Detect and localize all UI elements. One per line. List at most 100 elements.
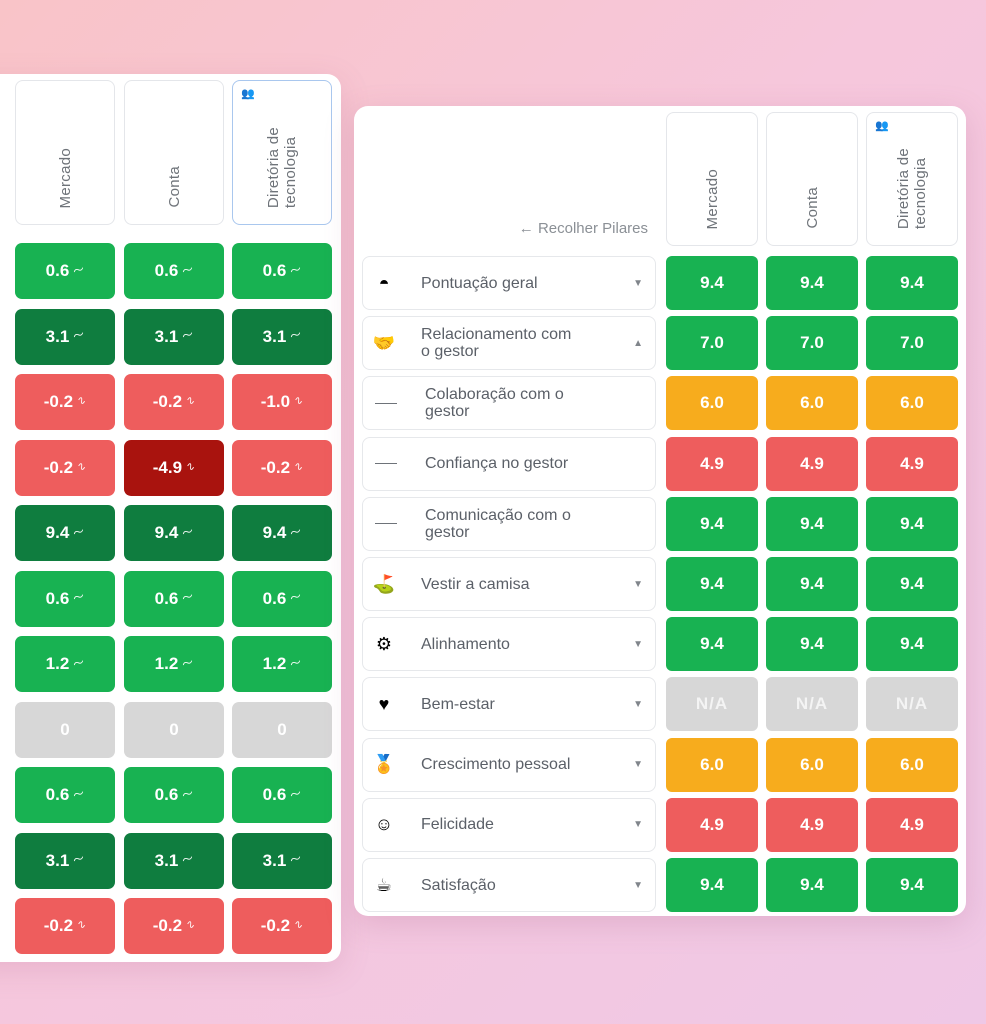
delta-value: 3.1 — [262, 326, 287, 346]
score-cell: 9.4 — [666, 617, 758, 672]
delta-value: 3.1 — [45, 326, 70, 346]
score-cell: 4.9 — [866, 797, 958, 852]
dash-icon — [375, 463, 397, 465]
header-label-wrap: Mercado — [667, 169, 757, 229]
delta-cell: 0.6 〜 — [232, 767, 332, 823]
caret-down-icon[interactable]: ▼ — [633, 819, 643, 831]
trend-up-icon: 〜 — [288, 328, 304, 344]
caret-down-icon[interactable]: ▼ — [633, 277, 643, 289]
pillar-row[interactable]: ⚙ Alinhamento ▼ — [362, 617, 656, 672]
group-icon: 👥 — [875, 120, 889, 132]
delta-value: 9.4 — [154, 523, 179, 542]
score-cell: 9.4 — [666, 496, 758, 551]
delta-value: 9.4 — [262, 523, 287, 542]
score-cell: 9.4 — [766, 557, 858, 611]
caret-down-icon[interactable]: ▼ — [633, 879, 643, 891]
caret-down-icon[interactable]: ▼ — [633, 698, 643, 710]
trend-up-icon: 〜 — [71, 262, 87, 278]
pillar-row[interactable]: ☕ Satisfação ▼ — [362, 858, 656, 912]
score-cell: 7.0 — [866, 316, 958, 371]
delta-value: 0.6 — [154, 785, 179, 804]
header-label-wrap: Diretória de tecnologia — [867, 148, 957, 229]
column-header-label: Mercado — [56, 147, 74, 208]
delta-value: 0.6 — [262, 588, 287, 608]
pillar-row[interactable]: 🏅 Crescimento pessoal ▼ — [362, 737, 656, 792]
delta-cell: -0.2 ∿ — [124, 374, 224, 430]
delta-value: 0.6 — [154, 261, 179, 280]
dash-icon — [375, 402, 397, 404]
trend-up-icon: 〜 — [288, 786, 304, 802]
caret-down-icon[interactable]: ▼ — [633, 638, 643, 650]
trend-up-icon: 〜 — [71, 524, 87, 540]
score-cell: 7.0 — [766, 316, 858, 371]
pillar-row[interactable]: ♥ Bem-estar ▼ — [362, 677, 656, 732]
score-cell: 9.4 — [766, 496, 858, 551]
column-header-label: Conta — [803, 187, 821, 229]
pillar-row[interactable]: Colaboração com o gestor — [362, 376, 656, 431]
pillar-row[interactable]: Comunicação com o gestor — [362, 496, 656, 551]
pillar-row[interactable]: ⛳ Vestir a camisa ▼ — [362, 557, 656, 611]
column-header[interactable]: Mercado — [666, 112, 758, 246]
column-header[interactable]: 👥 Diretória de tecnologia — [866, 112, 958, 246]
pillar-label: Vestir a camisa — [421, 575, 530, 593]
delta-value: 0 — [169, 719, 179, 739]
score-cell: 9.4 — [666, 256, 758, 310]
delta-value: 0 — [60, 719, 70, 739]
delta-value: -0.2 — [43, 916, 74, 935]
delta-cell: 0.6 〜 — [232, 243, 332, 299]
delta-cell: 0.6 〜 — [232, 570, 332, 627]
delta-cell: 0.6 〜 — [15, 243, 115, 299]
delta-value: 3.1 — [154, 326, 179, 346]
column-header[interactable]: Conta — [124, 80, 224, 225]
pillar-label: Satisfação — [421, 876, 496, 894]
pillar-row[interactable]: Confiança no gestor — [362, 436, 656, 491]
delta-value: 1.2 — [45, 654, 70, 673]
delta-value: -0.2 — [152, 916, 183, 935]
score-cell: 4.9 — [766, 797, 858, 852]
delta-cell: -0.2 ∿ — [15, 898, 115, 954]
delta-value: 0.6 — [262, 785, 287, 804]
trend-up-icon: 〜 — [180, 328, 196, 344]
score-cell: 9.4 — [666, 557, 758, 611]
delta-value: 1.2 — [154, 654, 179, 673]
caret-down-icon[interactable]: ▼ — [633, 578, 643, 590]
delta-value: 3.1 — [45, 850, 70, 870]
delta-cell: 1.2 〜 — [124, 636, 224, 692]
pillar-label: Alinhamento — [421, 635, 510, 653]
score-cell: 6.0 — [766, 376, 858, 431]
delta-value: 0.6 — [45, 261, 70, 280]
column-header[interactable]: 👥 Diretória de tecnologia — [232, 80, 332, 225]
delta-cell: 0 — [124, 701, 224, 758]
caret-down-icon[interactable]: ▼ — [633, 759, 643, 771]
collapse-pillars-link[interactable]: ← Recolher Pilares — [518, 220, 648, 237]
trend-up-icon: 〜 — [71, 590, 87, 606]
score-cell: 9.4 — [866, 256, 958, 310]
group-icon: 👥 — [241, 88, 255, 100]
delta-value: 0.6 — [154, 588, 179, 608]
column-header[interactable]: Conta — [766, 112, 858, 246]
delta-cell: -4.9 ∿ — [124, 439, 224, 496]
caret-up-icon[interactable]: ▲ — [633, 337, 643, 349]
header-label-wrap: Diretória de tecnologia — [233, 127, 331, 208]
pillar-label: Felicidade — [421, 816, 494, 834]
delta-cell: 0 — [232, 701, 332, 758]
delta-value: 3.1 — [154, 850, 179, 870]
delta-cell: -0.2 ∿ — [124, 898, 224, 954]
delta-value: -1.0 — [260, 392, 291, 411]
score-cell: 7.0 — [666, 316, 758, 371]
pillar-label: Comunicação com o gestor — [425, 506, 571, 541]
pillar-row[interactable]: 🤝 Relacionamento com o gestor ▲ — [362, 316, 656, 371]
delta-value: 0.6 — [45, 588, 70, 608]
delta-cell: 3.1 〜 — [124, 832, 224, 889]
delta-value: -0.2 — [152, 392, 183, 411]
trend-down-icon: ∿ — [292, 917, 305, 933]
delta-cell: 9.4 〜 — [232, 505, 332, 561]
pillar-row[interactable]: ☺ Felicidade ▼ — [362, 797, 656, 852]
column-header-label: Conta — [165, 166, 183, 208]
score-cell: 9.4 — [866, 858, 958, 912]
trend-down-icon: ∿ — [184, 393, 197, 409]
pillar-row[interactable]: ◓ Pontuação geral ▼ — [362, 256, 656, 310]
trend-up-icon: 〜 — [71, 655, 87, 671]
column-header[interactable]: Mercado — [15, 80, 115, 225]
delta-value: -0.2 — [43, 392, 74, 411]
